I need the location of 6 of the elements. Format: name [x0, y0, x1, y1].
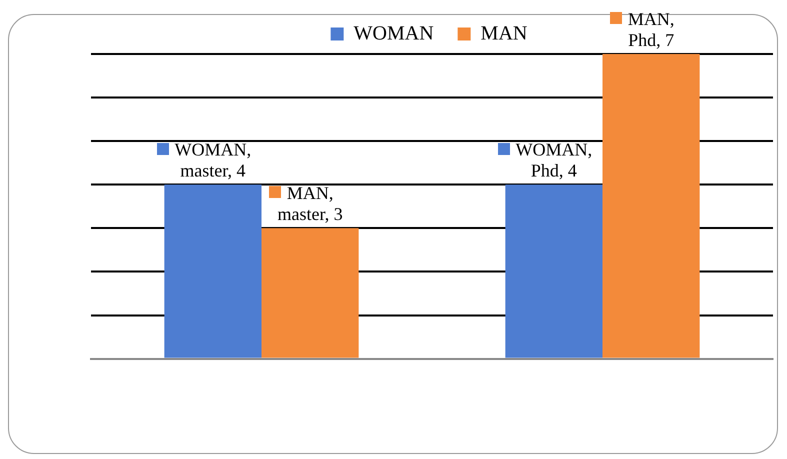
data-label: WOMAN, Phd, 4	[516, 140, 592, 181]
data-label: WOMAN, master, 4	[174, 140, 252, 181]
data-label: MAN, Phd, 7	[628, 9, 674, 50]
legend-label: MAN	[480, 22, 528, 44]
data-label: MAN, master, 3	[277, 183, 343, 224]
legend-label: WOMAN	[354, 22, 434, 44]
